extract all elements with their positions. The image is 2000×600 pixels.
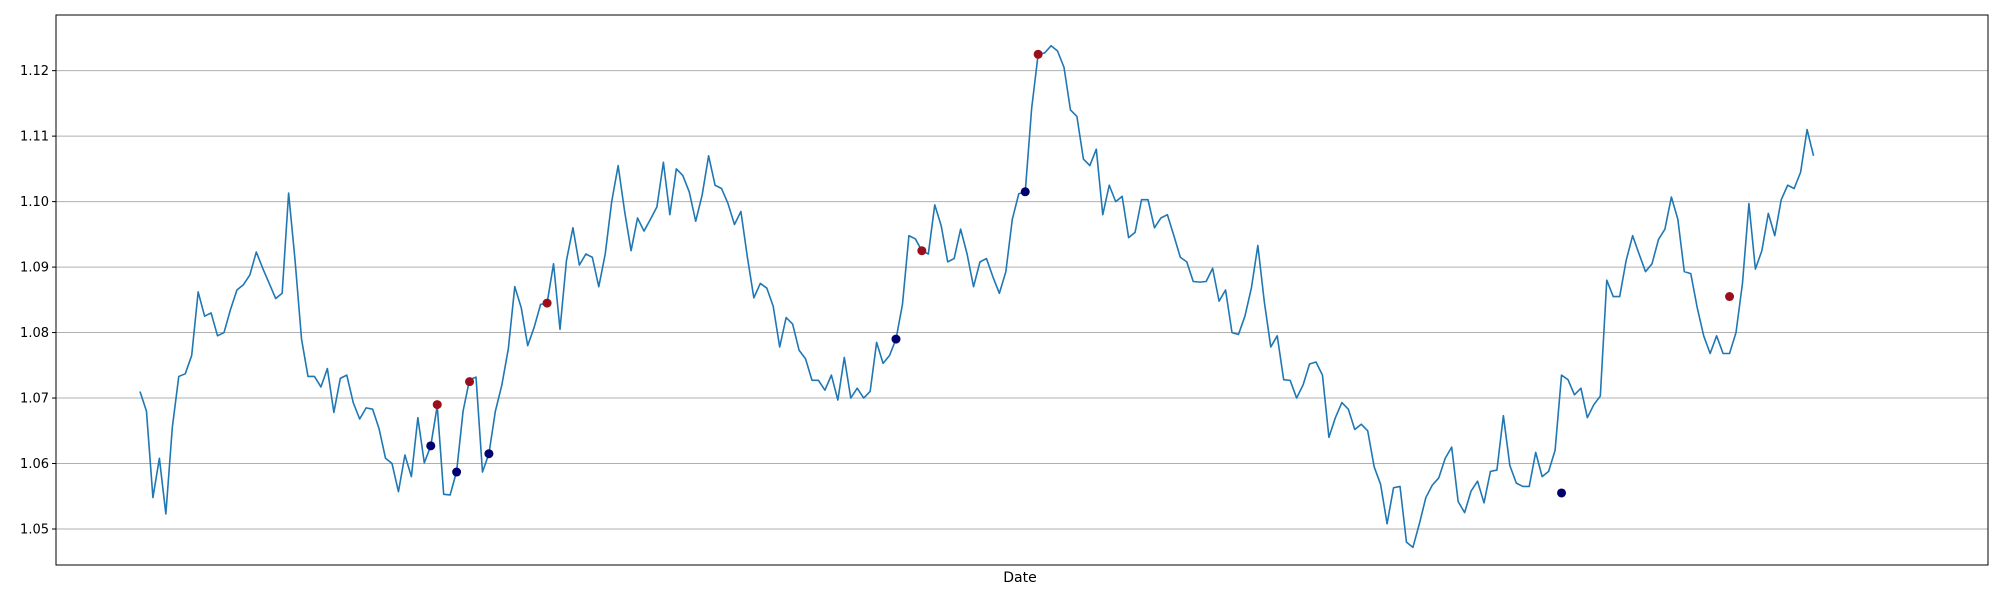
y-axis: 1.05 1.06 1.07 1.08 1.09 1.10 1.11 1.12	[20, 64, 56, 537]
buy-marker	[452, 467, 462, 477]
y-tick-label: 1.06	[20, 457, 49, 472]
y-tick-label: 1.07	[20, 392, 49, 407]
y-tick-label: 1.12	[20, 64, 49, 79]
y-tick-label: 1.08	[20, 326, 49, 341]
grid-lines	[56, 70, 1988, 530]
trade-markers	[426, 49, 1735, 498]
sell-marker	[1725, 292, 1735, 302]
y-tick-label: 1.05	[20, 522, 49, 537]
sell-marker	[432, 400, 442, 410]
buy-marker	[484, 449, 494, 459]
buy-marker	[891, 334, 901, 344]
sell-marker	[1033, 49, 1043, 59]
buy-marker	[1557, 488, 1567, 498]
price-line	[139, 44, 1815, 549]
y-tick-label: 1.10	[20, 195, 49, 210]
sell-marker	[917, 246, 927, 256]
buy-marker	[426, 441, 436, 451]
buy-marker	[1020, 187, 1030, 197]
sell-marker	[465, 377, 475, 387]
x-axis-label: Date	[1003, 570, 1036, 586]
price-series	[139, 44, 1815, 549]
plot-frame	[55, 14, 1989, 566]
y-tick-label: 1.11	[20, 130, 49, 145]
y-tick-label: 1.09	[20, 261, 49, 276]
sell-marker	[542, 298, 552, 308]
